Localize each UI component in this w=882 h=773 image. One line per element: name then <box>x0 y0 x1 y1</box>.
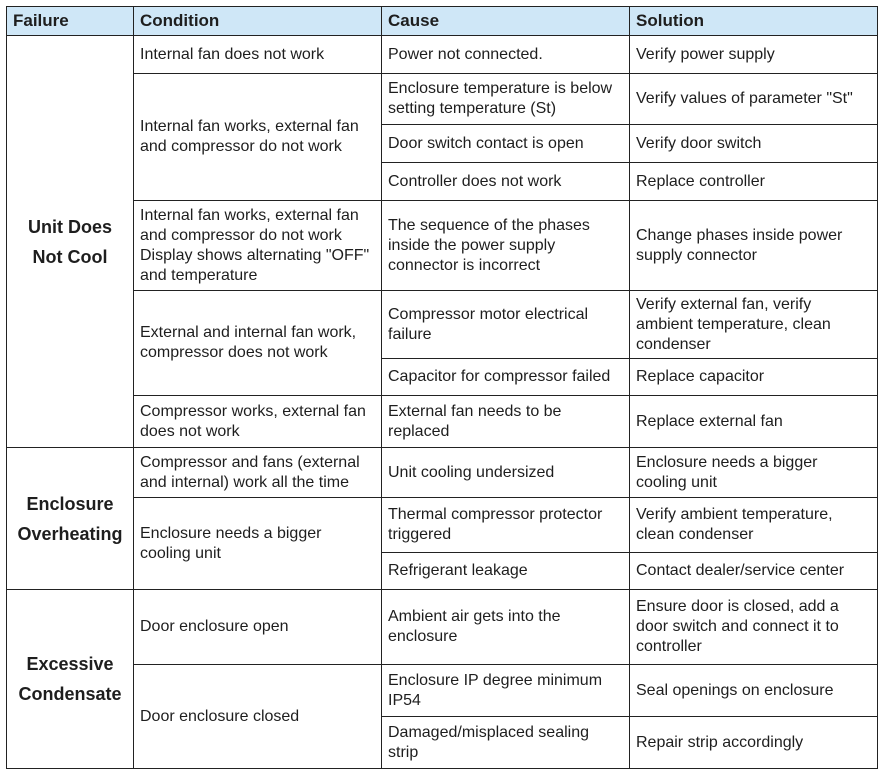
table-row: Door switch contact is open Verify door s… <box>7 124 878 163</box>
solution-cell: Change phases inside power supply connec… <box>629 200 878 291</box>
cause-cell: Controller does not work <box>381 162 630 201</box>
cause-cell: Enclosure temperature is below setting t… <box>381 73 630 125</box>
table-row: Compressor works, external fan does not … <box>7 395 878 448</box>
solution-cell: Contact dealer/service center <box>629 552 878 590</box>
cause-cell: Ambient air gets into the enclosure <box>381 589 630 665</box>
cause-cell: Refrigerant leakage <box>381 552 630 590</box>
cause-cell: Enclosure IP degree minimum IP54 <box>381 664 630 717</box>
failure-cell: Excessive Condensate <box>6 589 134 769</box>
condition-cell: Door enclosure closed <box>133 664 382 769</box>
table-row: Internal fan works, external fan and com… <box>7 200 878 291</box>
table-row: Enclosure needs a bigger cooling unit The… <box>7 497 878 590</box>
solution-cell: Verify power supply <box>629 35 878 74</box>
condition-cell: Compressor and fans (external and intern… <box>133 447 382 498</box>
table-row: Damaged/misplaced sealing strip Repair st… <box>7 716 878 769</box>
solution-cell: Replace controller <box>629 162 878 201</box>
header-row: Failure Condition Cause Solution <box>6 6 878 36</box>
solution-cell: Enclosure needs a bigger cooling unit <box>629 447 878 498</box>
table-row: Excessive Condensate Door enclosure open A… <box>6 589 878 769</box>
cause-cell: Thermal compressor protector triggered <box>381 497 630 553</box>
solution-cell: Repair strip accordingly <box>629 716 878 769</box>
solution-cell: Replace external fan <box>629 395 878 448</box>
condition-cell: External and internal fan work, compress… <box>133 290 382 396</box>
condition-cell: Compressor works, external fan does not … <box>133 395 382 448</box>
table-row: Capacitor for compressor failed Replace c… <box>7 358 878 396</box>
table-row: Unit Does Not Cool Internal fan does not … <box>6 35 878 448</box>
solution-cell: Verify values of parameter "St" <box>629 73 878 125</box>
cause-cell: Unit cooling undersized <box>381 447 630 498</box>
cause-cell: Damaged/misplaced sealing strip <box>381 716 630 769</box>
cause-cell: Power not connected. <box>381 35 630 74</box>
header-condition: Condition <box>133 6 382 36</box>
table-row: Enclosure Overheating Compressor and fans… <box>6 447 878 590</box>
cause-cell: Door switch contact is open <box>381 124 630 163</box>
cause-cell: The sequence of the phases inside the po… <box>381 200 630 291</box>
table-row: Refrigerant leakage Contact dealer/servic… <box>7 552 878 590</box>
table-row: Internal fan works, external fan and com… <box>7 73 878 201</box>
solution-cell: Ensure door is closed, add a door switch… <box>629 589 878 665</box>
header-cause: Cause <box>381 6 630 36</box>
header-solution: Solution <box>629 6 878 36</box>
condition-cell: Internal fan works, external fan and com… <box>133 73 382 201</box>
condition-cell: Door enclosure open <box>133 589 382 665</box>
condition-cell: Enclosure needs a bigger cooling unit <box>133 497 382 590</box>
cause-cell: Capacitor for compressor failed <box>381 358 630 396</box>
cause-cell: External fan needs to be replaced <box>381 395 630 448</box>
solution-cell: Verify external fan, verify ambient temp… <box>629 290 878 359</box>
solution-cell: Verify door switch <box>629 124 878 163</box>
header-failure: Failure <box>6 6 134 36</box>
troubleshooting-table: Failure Condition Cause Solution Unit Do… <box>6 6 878 769</box>
failure-cell: Enclosure Overheating <box>6 447 134 590</box>
solution-cell: Replace capacitor <box>629 358 878 396</box>
solution-cell: Verify ambient temperature, clean conden… <box>629 497 878 553</box>
table-row: Door enclosure closed Enclosure IP degree… <box>7 664 878 769</box>
condition-cell: Internal fan does not work <box>133 35 382 74</box>
table-row: Controller does not work Replace controll… <box>7 162 878 201</box>
failure-cell: Unit Does Not Cool <box>6 35 134 448</box>
condition-cell: Internal fan works, external fan and com… <box>133 200 382 291</box>
table-row: External and internal fan work, compress… <box>7 290 878 396</box>
solution-cell: Seal openings on enclosure <box>629 664 878 717</box>
cause-cell: Compressor motor electrical failure <box>381 290 630 359</box>
